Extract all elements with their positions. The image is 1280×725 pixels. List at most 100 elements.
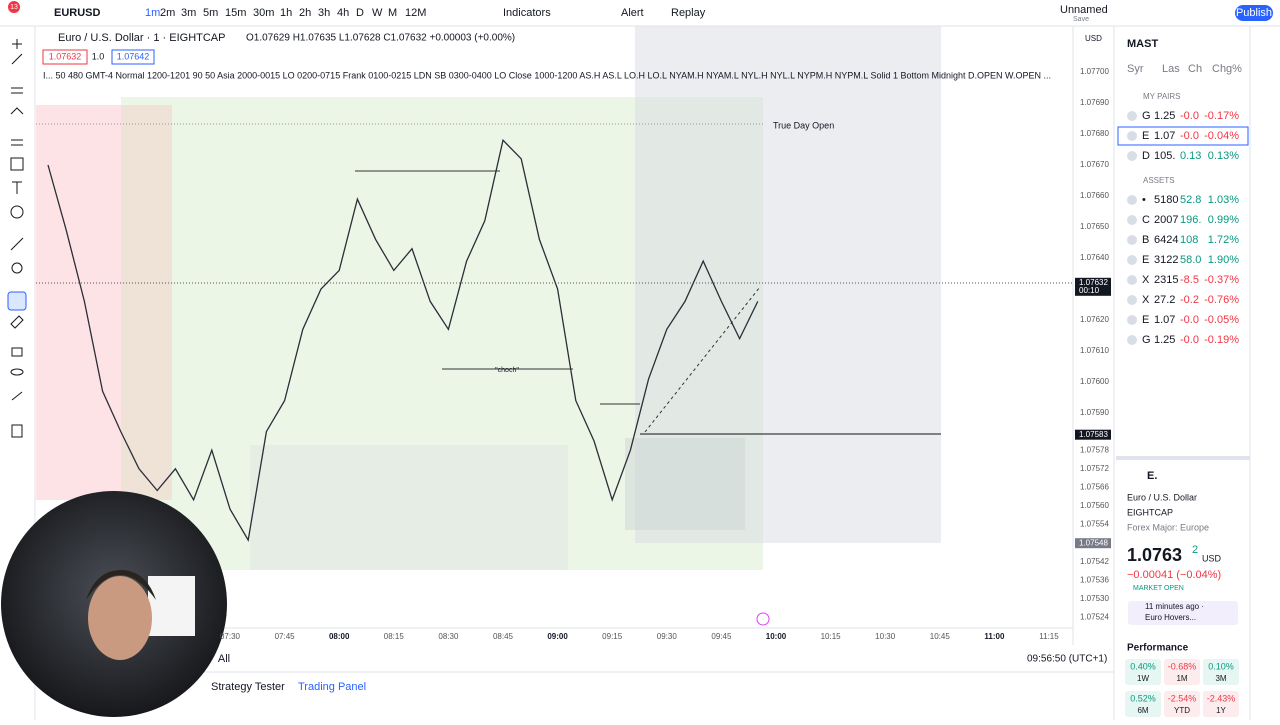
time-label: 10:30 bbox=[875, 632, 896, 641]
symbol[interactable]: • bbox=[1142, 194, 1146, 206]
symbol[interactable]: X bbox=[1142, 294, 1150, 306]
change-pct: -0.76% bbox=[1204, 294, 1239, 306]
news-time: 11 minutes ago · bbox=[1145, 602, 1204, 611]
price: 1.0763 bbox=[1127, 545, 1182, 565]
interval[interactable]: M bbox=[388, 7, 397, 19]
bid-box bbox=[42, 49, 88, 65]
news-card[interactable] bbox=[1128, 601, 1238, 625]
webcam bbox=[148, 576, 195, 636]
change: -0.0 bbox=[1180, 110, 1199, 122]
spread: 1.0 bbox=[92, 51, 105, 61]
performance-cell bbox=[1203, 691, 1239, 717]
interval[interactable]: 5m bbox=[203, 7, 218, 19]
interval[interactable]: 15m bbox=[225, 7, 246, 19]
time-label: 09:30 bbox=[657, 632, 678, 641]
interval[interactable]: 3h bbox=[318, 7, 330, 19]
symbol[interactable]: B bbox=[1142, 234, 1149, 246]
change: 58.0 bbox=[1180, 254, 1201, 266]
publish-label[interactable]: Publish bbox=[1236, 7, 1272, 19]
interval[interactable]: 2h bbox=[299, 7, 311, 19]
interval[interactable]: 3m bbox=[181, 7, 196, 19]
price-label: 1.07700 bbox=[1080, 67, 1109, 76]
change: -0.0 bbox=[1180, 314, 1199, 326]
change: -8.5 bbox=[1180, 274, 1199, 286]
interval[interactable]: D bbox=[356, 7, 364, 19]
performance-cell bbox=[1125, 691, 1161, 717]
badge-count: 13 bbox=[10, 4, 18, 11]
performance-period: 3M bbox=[1215, 674, 1226, 683]
zone bbox=[121, 105, 172, 500]
symbol[interactable]: C bbox=[1142, 214, 1150, 226]
annotation: True Day Open bbox=[773, 120, 834, 130]
column-header: Ch bbox=[1188, 63, 1202, 75]
last: 6424 bbox=[1154, 234, 1178, 246]
price-label: 1.07590 bbox=[1080, 408, 1109, 417]
performance-period: 1M bbox=[1176, 674, 1187, 683]
change: 52.8 bbox=[1180, 194, 1201, 206]
countdown: 00:10 bbox=[1079, 286, 1100, 295]
symbol-icon bbox=[1127, 151, 1137, 161]
news-title[interactable]: Euro Hovers... bbox=[1145, 613, 1196, 622]
change-pct: 0.99% bbox=[1208, 214, 1239, 226]
symbol[interactable]: D bbox=[1142, 150, 1150, 162]
selected-row bbox=[1117, 126, 1249, 146]
interval[interactable]: 30m bbox=[253, 7, 274, 19]
level-price-box bbox=[1075, 429, 1111, 440]
symbol[interactable]: E bbox=[1142, 314, 1149, 326]
replay-button[interactable]: Replay bbox=[671, 7, 706, 19]
range-button[interactable]: All bbox=[218, 653, 230, 665]
interval[interactable]: 1m bbox=[145, 7, 160, 19]
icon bbox=[756, 612, 770, 626]
last: 2315 bbox=[1154, 274, 1178, 286]
interval[interactable]: 1h bbox=[280, 7, 292, 19]
price-label: 1.07536 bbox=[1080, 576, 1109, 585]
symbol-icon bbox=[1127, 295, 1137, 305]
alert-button[interactable]: Alert bbox=[621, 7, 644, 19]
interval[interactable]: 12M bbox=[405, 7, 426, 19]
ask: 1.07642 bbox=[117, 51, 150, 61]
price-label: 1.07554 bbox=[1080, 520, 1109, 529]
performance-period: 1W bbox=[1137, 674, 1149, 683]
symbol[interactable]: X bbox=[1142, 274, 1150, 286]
exchange: EIGHTCAP bbox=[1127, 507, 1173, 517]
symbol[interactable]: EURUSD bbox=[54, 7, 101, 19]
price-trace bbox=[47, 138, 759, 542]
instrument-name: Euro / U.S. Dollar bbox=[1127, 492, 1197, 502]
change-pct: 1.90% bbox=[1208, 254, 1239, 266]
symbol[interactable]: E bbox=[1142, 130, 1149, 142]
last: 1.25 bbox=[1154, 334, 1175, 346]
tab[interactable]: Trading Panel bbox=[298, 681, 366, 693]
performance-title: Performance bbox=[1127, 643, 1189, 654]
symbol-icon bbox=[1127, 111, 1137, 121]
symbol[interactable]: G bbox=[1142, 110, 1151, 122]
change: -0.2 bbox=[1180, 294, 1199, 306]
price-label: 1.07670 bbox=[1080, 160, 1109, 169]
interval[interactable]: 4h bbox=[337, 7, 349, 19]
level-price-box bbox=[1075, 538, 1111, 549]
column-header: Syr bbox=[1127, 63, 1144, 75]
price-label: 1.07660 bbox=[1080, 191, 1109, 200]
time-label: 11:00 bbox=[984, 632, 1005, 641]
change-pct: -0.37% bbox=[1204, 274, 1239, 286]
symbol[interactable]: G bbox=[1142, 334, 1151, 346]
time-label: 09:00 bbox=[547, 632, 568, 641]
price-label: 1.07640 bbox=[1080, 253, 1109, 262]
performance-value: -0.68% bbox=[1168, 661, 1197, 671]
interval[interactable]: 2m bbox=[160, 7, 175, 19]
last: 1.07 bbox=[1154, 314, 1175, 326]
publish-button[interactable] bbox=[1235, 5, 1273, 21]
time-label: 10:00 bbox=[766, 632, 787, 641]
time-label: 10:15 bbox=[821, 632, 842, 641]
watchlist-name[interactable]: MAST bbox=[1127, 38, 1158, 50]
layout-name[interactable]: Unnamed bbox=[1060, 4, 1108, 16]
interval[interactable]: W bbox=[372, 7, 383, 19]
tab[interactable]: Strategy Tester bbox=[211, 681, 285, 693]
performance-cell bbox=[1164, 691, 1200, 717]
zone bbox=[250, 445, 568, 570]
indicators-button[interactable]: Indicators bbox=[503, 7, 551, 19]
symbol[interactable]: E bbox=[1142, 254, 1149, 266]
symbol-icon bbox=[1127, 235, 1137, 245]
time-label: 09:15 bbox=[602, 632, 623, 641]
price-label: 1.07600 bbox=[1080, 377, 1109, 386]
